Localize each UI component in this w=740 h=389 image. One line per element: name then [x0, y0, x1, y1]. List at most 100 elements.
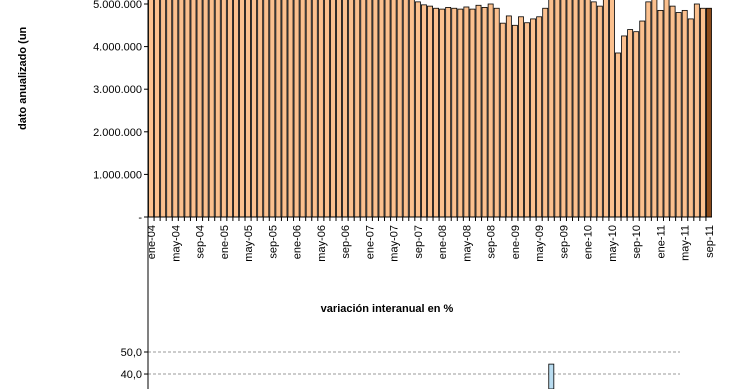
bar: [590, 1, 597, 218]
bar: [263, 0, 270, 218]
bar: [699, 7, 706, 218]
bar: [530, 18, 537, 218]
x-tick-label: ene-10: [583, 225, 595, 259]
bar: [457, 8, 464, 218]
bar: [615, 52, 621, 218]
x-tick-label: may-11: [680, 225, 692, 261]
y-axis-title: dato anualizado (un: [17, 26, 29, 130]
y-tick-label: 4.000.000: [93, 42, 142, 54]
x-tick-label: ene-04: [146, 225, 158, 259]
bar: [621, 35, 627, 218]
bar: [669, 5, 676, 218]
bar: [469, 8, 476, 218]
bar: [408, 0, 415, 218]
bar: [596, 5, 603, 218]
y-tick-label: 5.000.000: [93, 0, 142, 11]
bar: [184, 0, 191, 218]
bar: [451, 7, 458, 218]
bar: [421, 4, 427, 218]
x-tick-label: sep-08: [486, 225, 498, 259]
chart-title: variación interanual en %: [321, 303, 454, 315]
bar: [566, 0, 573, 218]
x-tick-label: may-04: [170, 225, 182, 262]
bar: [190, 0, 197, 218]
bar: [687, 18, 694, 218]
bar: [560, 0, 567, 218]
bar: [445, 7, 452, 218]
bar: [639, 20, 646, 218]
bar: [317, 0, 324, 218]
bar: [542, 7, 549, 218]
bar: [584, 0, 591, 218]
bar: [433, 7, 439, 218]
y-tick-label: 3.000.000: [93, 84, 142, 96]
bar: [706, 7, 712, 218]
bar: [427, 5, 433, 218]
bar: [518, 16, 524, 218]
x-tick-label: sep-05: [267, 225, 279, 259]
y-tick-label: 50,0: [121, 347, 142, 359]
bar: [275, 0, 282, 218]
x-tick-label: ene-09: [510, 225, 522, 259]
bar: [378, 0, 385, 218]
bar: [402, 0, 409, 218]
bar: [360, 0, 367, 218]
bar: [311, 0, 318, 218]
bar: [281, 0, 288, 218]
bar: [233, 0, 239, 218]
x-tick-label: may-08: [461, 225, 473, 262]
bars: [148, 0, 712, 218]
bar: [633, 31, 640, 218]
bar: [524, 22, 530, 218]
bar: [602, 0, 609, 218]
bar: [511, 24, 518, 218]
bar: [160, 0, 167, 218]
x-tick-label: ene-05: [219, 225, 231, 259]
bar: [554, 0, 561, 218]
bar: [645, 1, 652, 218]
x-tick-label: sep-04: [195, 225, 207, 259]
bar: [505, 15, 512, 218]
bar: [196, 0, 203, 218]
y-tick-label: 1.000.000: [93, 169, 142, 181]
y-tick-label: 40,0: [121, 369, 142, 381]
bar: [257, 0, 264, 218]
y-tick-label: 2.000.000: [93, 127, 142, 139]
bar: [499, 22, 506, 218]
x-tick-label: ene-11: [655, 225, 667, 258]
bar: [154, 0, 161, 218]
bar: [572, 0, 579, 218]
bar: [663, 0, 670, 218]
bar: [675, 12, 682, 218]
bar: [323, 0, 330, 218]
bar: [226, 0, 233, 218]
bar: [305, 0, 312, 218]
bar: [366, 0, 373, 218]
bars: [548, 363, 555, 389]
bar: [439, 8, 446, 218]
bar: [390, 0, 397, 218]
bar: [396, 0, 403, 218]
bar: [354, 0, 361, 218]
bar: [166, 0, 173, 218]
bar: [208, 0, 215, 218]
x-tick-label: may-05: [243, 225, 255, 262]
x-tick-label: ene-06: [292, 225, 304, 259]
x-tick-label: may-07: [389, 225, 401, 262]
x-tick-label: may-09: [534, 225, 546, 262]
bar: [148, 0, 154, 218]
bar: [548, 363, 555, 389]
x-tick-label: sep-07: [413, 225, 425, 259]
bar: [214, 0, 221, 218]
bar: [384, 0, 391, 218]
bar: [463, 6, 470, 218]
bar: [336, 0, 342, 218]
bar: [481, 7, 488, 218]
bar: [202, 0, 209, 218]
bar: [330, 0, 336, 218]
x-tick-label: sep-10: [631, 225, 643, 259]
bar: [287, 0, 294, 218]
bar: [172, 0, 179, 218]
bar: [536, 16, 543, 218]
x-tick-label: sep-09: [558, 225, 570, 259]
